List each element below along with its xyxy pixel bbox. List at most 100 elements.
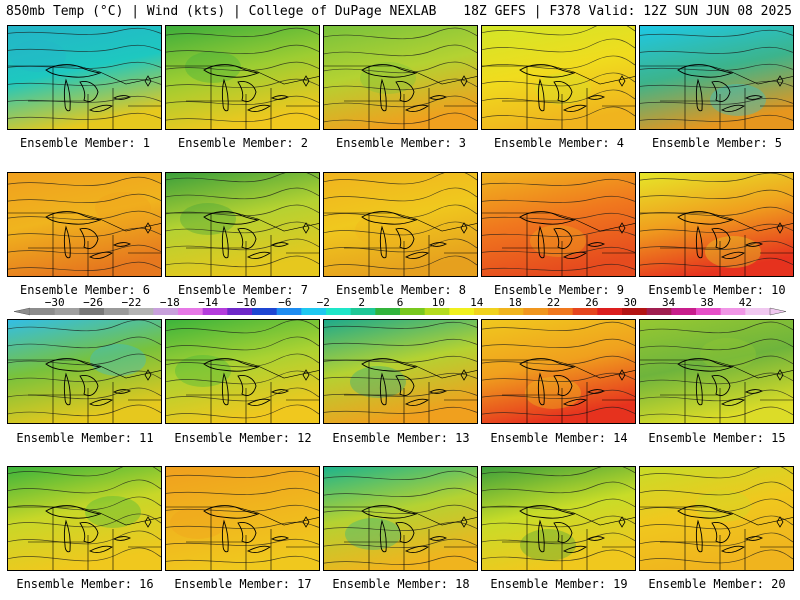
member-label: Ensemble Member: 14: [490, 431, 628, 445]
temperature-field: [482, 467, 635, 570]
great-lakes-outline: [677, 211, 764, 260]
temperature-field: [324, 320, 477, 423]
member-label: Ensemble Member: 7: [177, 283, 309, 297]
height-contours: [166, 27, 319, 122]
member-label: Ensemble Member: 4: [493, 136, 625, 150]
temperature-map: [482, 26, 635, 129]
colorbar-tick-label: −14: [198, 296, 218, 309]
member-map-panel: [7, 25, 162, 130]
height-contours: [640, 321, 793, 419]
great-lakes-outline: [203, 211, 290, 260]
member-map-panel: [481, 172, 636, 277]
member-label: Ensemble Member: 20: [648, 577, 786, 591]
political-borders: [166, 212, 319, 276]
member-map-panel: [165, 172, 320, 277]
member-label: Ensemble Member: 11: [16, 431, 154, 445]
height-contours: [166, 320, 319, 419]
station-marker-icon: [144, 222, 152, 234]
temperature-blob: [695, 490, 751, 522]
station-marker-icon: [144, 75, 152, 87]
colorbar-tick-label: 22: [547, 296, 560, 309]
colorbar-segment: [252, 308, 278, 315]
temperature-map: [482, 467, 635, 570]
temperature-map: [482, 320, 635, 423]
colorbar-segment: [79, 308, 105, 315]
great-lakes-outline: [45, 64, 132, 113]
station-marker-icon: [618, 369, 626, 381]
great-lakes-outline: [519, 505, 606, 554]
temperature-map: [640, 26, 793, 129]
member-label: Ensemble Member: 19: [490, 577, 628, 591]
colorbar-segment: [276, 308, 302, 315]
chart-title: 850mb Temp (°C) | Wind (kts) | College o…: [6, 4, 437, 19]
height-contours: [8, 176, 161, 271]
temperature-field: [166, 173, 319, 276]
station-marker-icon: [302, 369, 310, 381]
colorbar-segment: [597, 308, 623, 315]
height-contours: [166, 173, 319, 268]
colorbar-segment: [449, 308, 475, 315]
member-label: Ensemble Member: 5: [651, 136, 783, 150]
member-map-panel: [639, 172, 794, 277]
colorbar-segment: [400, 308, 426, 315]
height-contours: [8, 467, 161, 562]
colorbar-tick-label: −10: [237, 296, 257, 309]
height-contours: [8, 27, 161, 120]
colorbar-tick-label: −30: [45, 296, 65, 309]
colorbar-tick-label: 10: [432, 296, 445, 309]
temperature-map: [324, 26, 477, 129]
temperature-field: [166, 26, 319, 129]
member-label: Ensemble Member: 9: [493, 283, 625, 297]
temperature-field: [8, 26, 161, 129]
colorbar-segment: [572, 308, 598, 315]
colorbar-left-arrow: [13, 307, 31, 316]
colorbar-segment: [696, 308, 722, 315]
colorbar-tick-label: 42: [739, 296, 752, 309]
height-contours: [166, 470, 319, 563]
colorbar-segment: [153, 308, 179, 315]
colorbar-tick-label: −2: [317, 296, 330, 309]
colorbar-segment: [227, 308, 253, 315]
temperature-map: [640, 467, 793, 570]
great-lakes-outline: [361, 64, 448, 113]
colorbar-tick-label: 30: [624, 296, 637, 309]
station-marker-icon: [776, 222, 784, 234]
member-map-panel: [323, 319, 478, 424]
temperature-map: [166, 467, 319, 570]
colorbar-segment: [54, 308, 80, 315]
member-label: Ensemble Member: 2: [177, 136, 309, 150]
colorbar-segment: [178, 308, 204, 315]
temperature-map: [640, 173, 793, 276]
colorbar-segment: [301, 308, 327, 315]
colorbar-tick-label: −18: [160, 296, 180, 309]
station-marker-icon: [618, 516, 626, 528]
temperature-field: [166, 467, 319, 570]
member-label: Ensemble Member: 16: [16, 577, 154, 591]
station-marker-icon: [776, 516, 784, 528]
station-marker-icon: [302, 222, 310, 234]
temperature-blob: [175, 355, 231, 387]
great-lakes-outline: [203, 64, 290, 113]
colorbar-segment: [128, 308, 154, 315]
temperature-field: [8, 467, 161, 570]
member-label: Ensemble Member: 8: [335, 283, 467, 297]
member-label: Ensemble Member: 6: [19, 283, 151, 297]
station-marker-icon: [144, 516, 152, 528]
run-info: 18Z GEFS | F378 Valid: 12Z SUN JUN 08 20…: [463, 4, 792, 19]
colorbar-segment: [104, 308, 130, 315]
member-map-panel: [165, 25, 320, 130]
great-lakes-outline: [519, 358, 606, 407]
colorbar-segment: [548, 308, 574, 315]
temperature-field: [8, 320, 161, 423]
station-marker-icon: [460, 75, 468, 87]
temperature-field: [324, 173, 477, 276]
colorbar-segment: [326, 308, 352, 315]
colorbar-segment: [646, 308, 672, 315]
station-marker-icon: [618, 75, 626, 87]
station-marker-icon: [460, 369, 468, 381]
member-label: Ensemble Member: 17: [174, 577, 312, 591]
temperature-field: [640, 467, 793, 570]
member-map-panel: [165, 466, 320, 571]
temperature-map: [166, 26, 319, 129]
temperature-blob: [520, 529, 576, 561]
